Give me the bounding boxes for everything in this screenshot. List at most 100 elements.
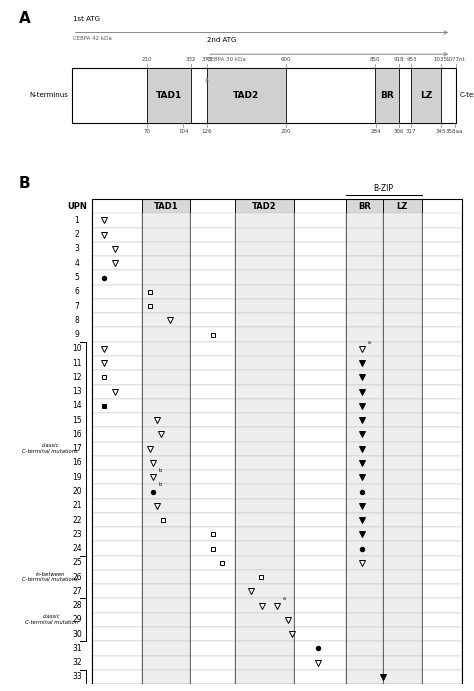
Bar <box>383 427 421 442</box>
Bar <box>294 313 346 328</box>
Text: 918: 918 <box>394 57 404 62</box>
Bar <box>191 484 235 499</box>
Bar <box>421 456 462 470</box>
Text: 1035: 1035 <box>434 57 447 62</box>
Bar <box>346 214 383 227</box>
Bar <box>421 342 462 356</box>
Bar <box>346 613 383 627</box>
Bar <box>294 598 346 613</box>
Bar <box>235 641 294 656</box>
Bar <box>142 584 191 598</box>
Bar <box>346 499 383 513</box>
Bar <box>235 427 294 442</box>
Bar <box>191 227 235 242</box>
Bar <box>294 270 346 285</box>
Bar <box>421 627 462 641</box>
Bar <box>421 313 462 328</box>
Bar <box>383 342 421 356</box>
Bar <box>235 670 294 684</box>
Bar <box>191 513 235 527</box>
Bar <box>191 613 235 627</box>
Bar <box>142 442 191 456</box>
Text: 14: 14 <box>72 401 82 410</box>
Bar <box>421 227 462 242</box>
Bar <box>92 641 142 656</box>
Bar <box>142 513 191 527</box>
Bar <box>383 384 421 399</box>
Bar <box>346 227 383 242</box>
Bar <box>346 427 383 442</box>
Text: 200: 200 <box>281 129 291 134</box>
Bar <box>191 370 235 384</box>
Bar <box>235 484 294 499</box>
Bar <box>235 256 294 270</box>
Text: 30: 30 <box>72 630 82 638</box>
Bar <box>383 199 421 214</box>
Bar <box>142 656 191 670</box>
Bar <box>294 542 346 556</box>
Bar <box>346 256 383 270</box>
Bar <box>294 285 346 299</box>
Bar <box>235 413 294 427</box>
Text: 70: 70 <box>144 129 151 134</box>
Text: a: a <box>283 596 286 601</box>
Bar <box>383 299 421 313</box>
Bar <box>383 484 421 499</box>
Bar <box>383 513 421 527</box>
Bar <box>346 527 383 542</box>
Bar <box>421 484 462 499</box>
Text: 850: 850 <box>370 57 380 62</box>
Bar <box>411 68 441 123</box>
Bar <box>235 613 294 627</box>
Bar <box>191 570 235 584</box>
Bar <box>92 227 142 242</box>
Bar <box>383 328 421 342</box>
Bar <box>294 584 346 598</box>
Text: 23: 23 <box>72 530 82 539</box>
Bar <box>142 199 191 214</box>
Bar <box>294 342 346 356</box>
Bar <box>191 299 235 313</box>
Bar <box>383 356 421 370</box>
Bar <box>346 442 383 456</box>
Text: 306: 306 <box>394 129 404 134</box>
Bar <box>294 214 346 227</box>
Bar <box>375 68 399 123</box>
Bar <box>421 242 462 256</box>
Bar <box>421 413 462 427</box>
Text: 33: 33 <box>72 672 82 681</box>
Bar <box>294 470 346 484</box>
Text: 31: 31 <box>72 644 82 653</box>
Text: 15: 15 <box>72 416 82 425</box>
Bar <box>294 427 346 442</box>
Bar <box>191 499 235 513</box>
Bar <box>294 456 346 470</box>
Bar <box>235 399 294 413</box>
Text: in-between
C-terminal mutations: in-between C-terminal mutations <box>22 571 78 583</box>
Bar <box>346 470 383 484</box>
Text: 22: 22 <box>72 515 82 524</box>
Text: 9: 9 <box>74 330 79 339</box>
Bar <box>92 199 462 684</box>
Bar <box>191 328 235 342</box>
Bar <box>235 527 294 542</box>
Bar <box>142 570 191 584</box>
Bar <box>383 227 421 242</box>
Text: 284: 284 <box>370 129 381 134</box>
Bar <box>92 399 142 413</box>
Text: 28: 28 <box>72 601 82 610</box>
Text: TAD2: TAD2 <box>252 202 277 211</box>
Bar <box>191 342 235 356</box>
Bar <box>421 328 462 342</box>
Bar <box>421 670 462 684</box>
Bar <box>92 584 142 598</box>
Bar <box>421 370 462 384</box>
Bar <box>383 570 421 584</box>
Bar <box>421 656 462 670</box>
Text: 332: 332 <box>185 57 196 62</box>
Bar <box>235 270 294 285</box>
Bar <box>235 342 294 356</box>
Bar <box>142 299 191 313</box>
Bar <box>235 627 294 641</box>
Bar <box>191 384 235 399</box>
